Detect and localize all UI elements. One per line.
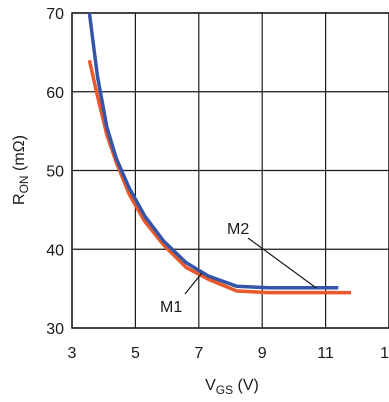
x-tick-label: 5 bbox=[131, 345, 140, 362]
annotation-leader-m1 bbox=[184, 272, 203, 295]
annotations: M1 M2 bbox=[160, 221, 317, 316]
y-tick-label: 40 bbox=[46, 242, 64, 259]
annotation-label-m2: M2 bbox=[227, 221, 249, 238]
x-axis-title: VGS (V) bbox=[205, 377, 259, 397]
y-tick-label: 30 bbox=[46, 321, 64, 338]
y-tick-labels: 30 40 50 60 70 bbox=[46, 6, 64, 338]
y-tick-label: 50 bbox=[46, 164, 64, 181]
annotation-leader-m2 bbox=[247, 237, 317, 289]
x-tick-label: 9 bbox=[258, 345, 267, 362]
annotation-label-m1: M1 bbox=[160, 299, 182, 316]
x-tick-label: 13 bbox=[380, 345, 389, 362]
x-tick-label: 11 bbox=[317, 345, 334, 362]
x-tick-label: 7 bbox=[194, 345, 203, 362]
plot-frame bbox=[71, 12, 389, 329]
x-tick-label: 3 bbox=[68, 345, 77, 362]
series-line-m2 bbox=[87, 12, 339, 290]
series-line-m1 bbox=[87, 59, 351, 295]
y-tick-label: 60 bbox=[46, 85, 64, 102]
series-group bbox=[87, 12, 351, 295]
y-tick-label: 70 bbox=[46, 6, 64, 23]
y-axis-title: RON (mΩ) bbox=[11, 135, 31, 205]
x-tick-labels: 3 5 7 9 11 13 bbox=[68, 345, 389, 362]
